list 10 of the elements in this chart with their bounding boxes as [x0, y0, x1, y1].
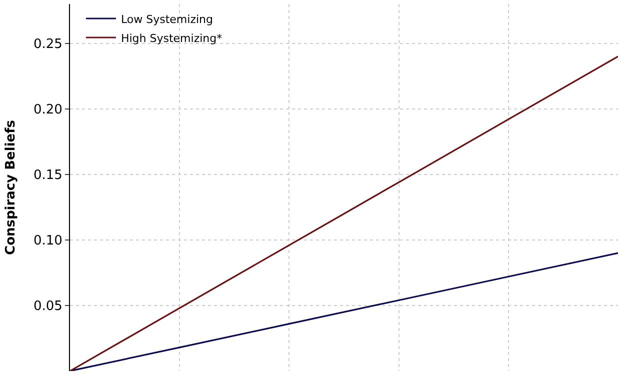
legend-label: Low Systemizing: [120, 12, 213, 26]
y-tick-label: 0.05: [33, 299, 62, 314]
y-axis-title: Conspiracy Beliefs: [3, 120, 18, 255]
line-series: [70, 56, 618, 371]
y-tick-label: 0.10: [33, 233, 62, 248]
line-series: [70, 252, 618, 371]
y-tick-label: 0.15: [33, 168, 62, 183]
y-tick-label: 0.25: [33, 36, 62, 52]
y-tick-label: 0.20: [33, 102, 62, 118]
legend-label: High Systemizing*: [120, 32, 223, 45]
